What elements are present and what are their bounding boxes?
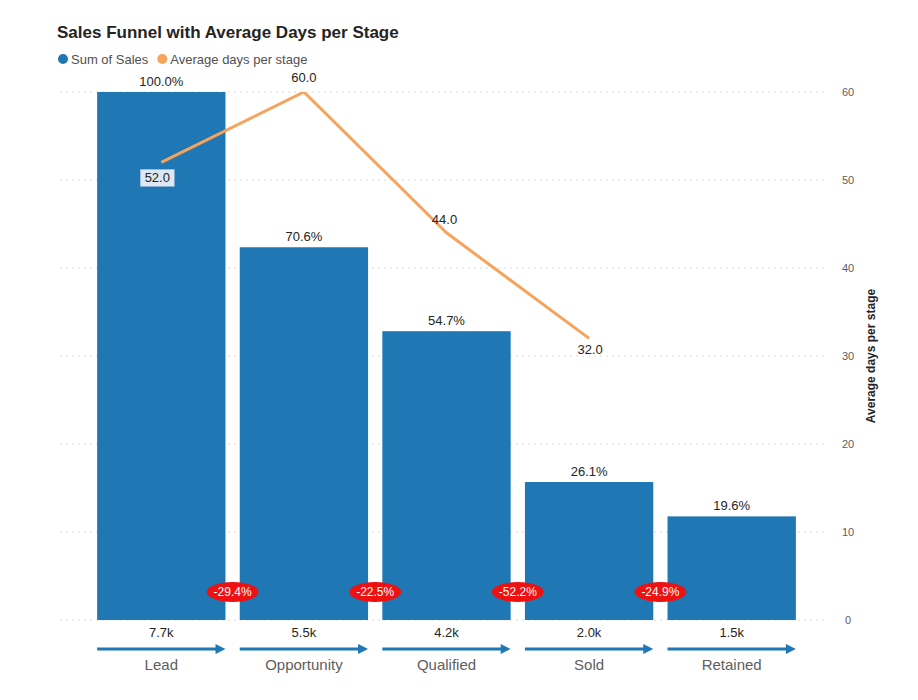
share-label: 54.7% bbox=[428, 313, 465, 328]
bar bbox=[668, 516, 796, 620]
bar-value-label: 5.5k bbox=[292, 625, 317, 640]
bar bbox=[97, 92, 225, 620]
bar bbox=[382, 331, 510, 620]
stage-arrow bbox=[525, 648, 645, 651]
share-label: 19.6% bbox=[713, 498, 750, 513]
stage-arrow bbox=[382, 648, 502, 651]
change-badge bbox=[492, 582, 544, 602]
category-label: Opportunity bbox=[265, 656, 343, 673]
bar-value-label: 2.0k bbox=[577, 625, 602, 640]
line-value-label: 60.0 bbox=[291, 70, 316, 85]
stage-arrow bbox=[668, 648, 788, 651]
bar bbox=[240, 247, 368, 620]
category-label: Qualified bbox=[417, 656, 476, 673]
y2-tick-label: 50 bbox=[842, 174, 854, 186]
y2-tick-label: 40 bbox=[842, 262, 854, 274]
bar-value-label: 1.5k bbox=[719, 625, 744, 640]
stage-arrow bbox=[240, 648, 360, 651]
y2-axis-title: Average days per stage bbox=[864, 289, 878, 424]
category-label: Sold bbox=[574, 656, 604, 673]
y2-tick-label: 60 bbox=[842, 86, 854, 98]
change-badge bbox=[349, 582, 401, 602]
y2-tick-label: 0 bbox=[845, 614, 851, 626]
change-badge bbox=[207, 582, 259, 602]
bar-value-label: 7.7k bbox=[149, 625, 174, 640]
change-label: -24.9% bbox=[641, 585, 679, 599]
stage-arrow-head bbox=[358, 644, 368, 654]
y2-tick-label: 10 bbox=[842, 526, 854, 538]
share-label: 100.0% bbox=[139, 74, 184, 89]
share-label: 26.1% bbox=[571, 464, 608, 479]
stage-arrow bbox=[97, 648, 217, 651]
legend-swatch bbox=[58, 54, 68, 64]
line-label-bg bbox=[140, 169, 174, 186]
legend-label: Sum of Sales bbox=[71, 52, 149, 67]
chart-svg: Sales Funnel with Average Days per Stage… bbox=[0, 0, 918, 700]
line-value-label: 52.0 bbox=[145, 170, 170, 185]
legend-swatch bbox=[157, 54, 167, 64]
stage-arrow-head bbox=[643, 644, 653, 654]
y2-tick-label: 30 bbox=[842, 350, 854, 362]
y2-tick-label: 20 bbox=[842, 438, 854, 450]
line-series bbox=[161, 92, 589, 338]
category-label: Lead bbox=[145, 656, 178, 673]
change-label: -52.2% bbox=[499, 585, 537, 599]
marks bbox=[97, 92, 796, 620]
stage-arrow-head bbox=[501, 644, 511, 654]
legend-label: Average days per stage bbox=[170, 52, 307, 67]
share-label: 70.6% bbox=[285, 229, 322, 244]
bar-value-label: 4.2k bbox=[434, 625, 459, 640]
labels: 100.0% 70.6% 54.7% 26.1% 19.6% 7.7k 5.5k 4.2k 2.… bbox=[97, 70, 796, 673]
change-badge bbox=[634, 582, 686, 602]
change-label: -22.5% bbox=[356, 585, 394, 599]
stage-arrow-head bbox=[786, 644, 796, 654]
stage-arrow-head bbox=[215, 644, 225, 654]
chart-container: Sales Funnel with Average Days per Stage… bbox=[0, 0, 918, 700]
line-value-label: 44.0 bbox=[432, 212, 457, 227]
change-label: -29.4% bbox=[214, 585, 252, 599]
category-label: Retained bbox=[702, 656, 762, 673]
chart-title: Sales Funnel with Average Days per Stage bbox=[57, 23, 399, 42]
bar bbox=[525, 482, 653, 620]
line-value-label: 32.0 bbox=[577, 342, 602, 357]
